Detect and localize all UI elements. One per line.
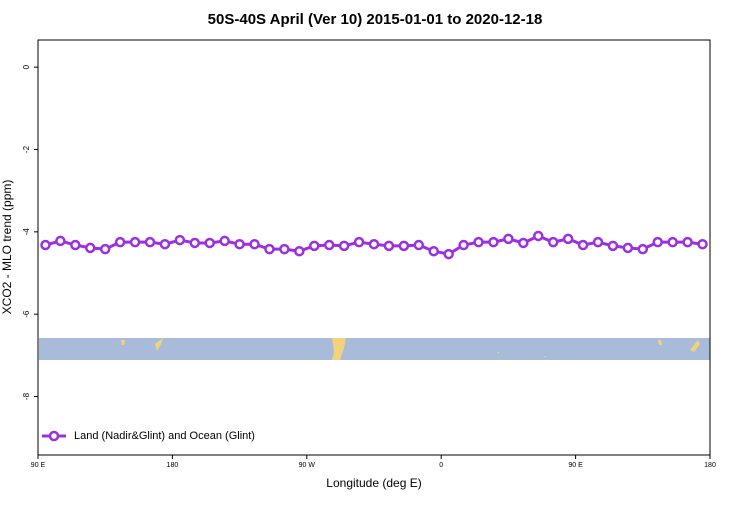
point (473, 236, 484, 248)
point (159, 238, 171, 250)
point (85, 242, 96, 254)
point (234, 238, 245, 250)
point (413, 239, 425, 251)
plot-frame (37, 39, 711, 456)
point (458, 239, 469, 251)
point (652, 236, 663, 248)
x-tick-label: 180 (704, 462, 716, 469)
y-tick-label: -4 (22, 228, 31, 236)
x-tick-label: 90 W (299, 462, 316, 469)
x-tick-label: 0 (439, 462, 443, 469)
point (622, 242, 634, 254)
legend-label: Land (Nadir&Glint) and Ocean (Glint) (74, 430, 255, 442)
legend-marker (48, 430, 60, 442)
point (518, 237, 529, 249)
point (428, 245, 439, 257)
y-tick-label: -6 (22, 310, 31, 318)
point (40, 239, 51, 251)
chart-title: 50S-40S April (Ver 10) 2015-01-01 to 202… (208, 11, 543, 28)
point (204, 237, 215, 249)
x-tick-label: 90 E (31, 462, 46, 469)
y-tick-label: -2 (22, 145, 31, 153)
point (144, 236, 156, 248)
point (99, 243, 111, 255)
y-tick-label: 0 (22, 64, 31, 69)
x-axis-label: Longitude (deg E) (326, 476, 421, 490)
x-tick-label: 90 E (568, 462, 583, 469)
x-tick-label: 180 (167, 462, 179, 469)
point (323, 239, 335, 251)
point (174, 234, 186, 246)
point (577, 239, 589, 251)
point (219, 235, 230, 247)
point (294, 245, 305, 257)
map-strip (39, 338, 710, 360)
point (264, 243, 275, 255)
point (309, 240, 320, 252)
point (279, 243, 290, 255)
point (697, 238, 708, 250)
point (114, 236, 126, 248)
point (338, 240, 350, 252)
point (533, 230, 544, 242)
point (488, 236, 499, 248)
point (592, 236, 604, 248)
point (353, 236, 365, 248)
point (249, 238, 260, 250)
point (682, 236, 693, 248)
point (547, 236, 559, 248)
point (189, 237, 201, 249)
point (55, 235, 66, 247)
point (368, 238, 380, 250)
y-axis-label: XCO2 - MLO trend (ppm) (0, 180, 14, 315)
point (637, 243, 649, 255)
y-tick-label: -8 (22, 392, 31, 400)
point (129, 236, 141, 248)
point (667, 236, 678, 248)
point (562, 233, 574, 245)
point (398, 240, 410, 252)
point (503, 233, 514, 245)
point (607, 240, 619, 252)
point (443, 248, 454, 260)
point (383, 240, 395, 252)
point (70, 239, 81, 251)
